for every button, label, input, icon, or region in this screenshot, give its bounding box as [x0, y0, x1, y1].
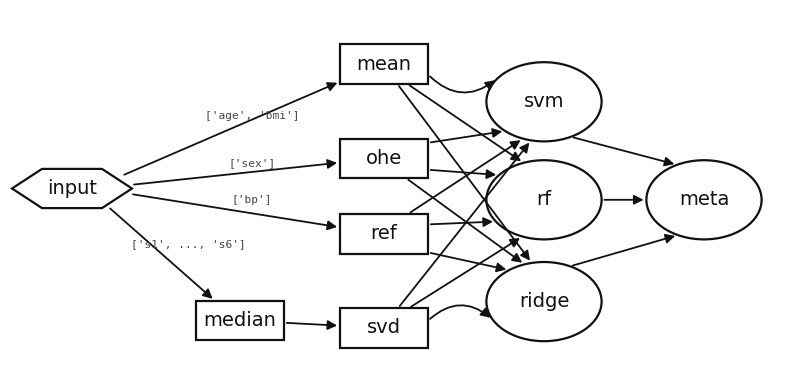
Text: ['sex']: ['sex']	[228, 158, 276, 168]
Text: ridge: ridge	[519, 292, 569, 311]
Text: median: median	[203, 311, 277, 330]
Text: ohe: ohe	[366, 149, 402, 168]
Ellipse shape	[486, 160, 602, 239]
Text: ['bp']: ['bp']	[232, 195, 272, 205]
Ellipse shape	[646, 160, 762, 239]
Text: ['s1', ..., 's6']: ['s1', ..., 's6']	[130, 239, 246, 249]
Text: mean: mean	[357, 55, 411, 74]
Ellipse shape	[486, 62, 602, 141]
Text: meta: meta	[679, 190, 729, 209]
Text: input: input	[47, 179, 97, 198]
FancyBboxPatch shape	[340, 214, 428, 253]
Text: ['age', 'bmi']: ['age', 'bmi']	[205, 110, 299, 121]
Polygon shape	[12, 169, 132, 208]
FancyBboxPatch shape	[340, 308, 428, 348]
Text: rf: rf	[537, 190, 551, 209]
FancyBboxPatch shape	[340, 44, 428, 84]
FancyBboxPatch shape	[196, 301, 284, 340]
Text: svd: svd	[367, 319, 401, 337]
Ellipse shape	[486, 262, 602, 341]
Text: ref: ref	[370, 224, 398, 243]
FancyBboxPatch shape	[340, 139, 428, 178]
Text: svm: svm	[524, 92, 564, 111]
